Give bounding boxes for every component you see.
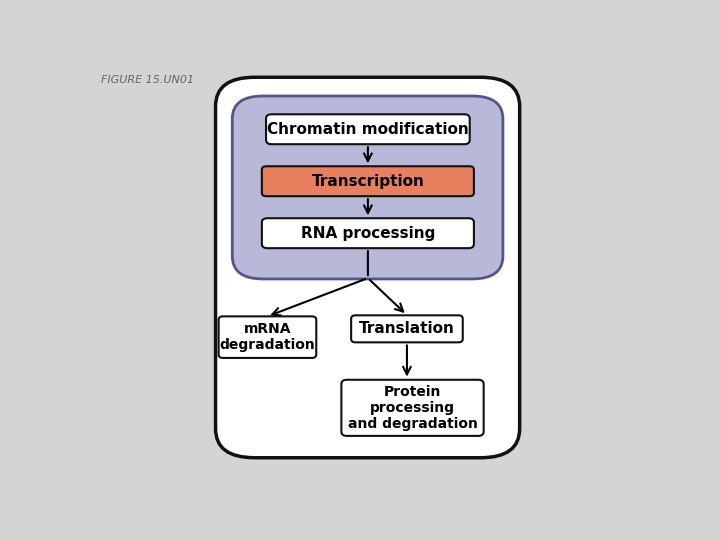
FancyBboxPatch shape xyxy=(262,166,474,196)
FancyBboxPatch shape xyxy=(219,316,316,358)
Text: RNA processing: RNA processing xyxy=(301,226,435,241)
FancyBboxPatch shape xyxy=(233,96,503,279)
Text: Transcription: Transcription xyxy=(312,174,424,188)
FancyBboxPatch shape xyxy=(341,380,484,436)
Text: FIGURE 15.UN01: FIGURE 15.UN01 xyxy=(101,75,194,85)
FancyBboxPatch shape xyxy=(351,315,463,342)
Text: Chromatin modification: Chromatin modification xyxy=(267,122,469,137)
Text: Protein
processing
and degradation: Protein processing and degradation xyxy=(348,384,477,431)
Text: mRNA
degradation: mRNA degradation xyxy=(220,322,315,352)
Text: Translation: Translation xyxy=(359,321,455,336)
FancyBboxPatch shape xyxy=(215,77,520,458)
FancyBboxPatch shape xyxy=(262,218,474,248)
FancyBboxPatch shape xyxy=(266,114,469,144)
